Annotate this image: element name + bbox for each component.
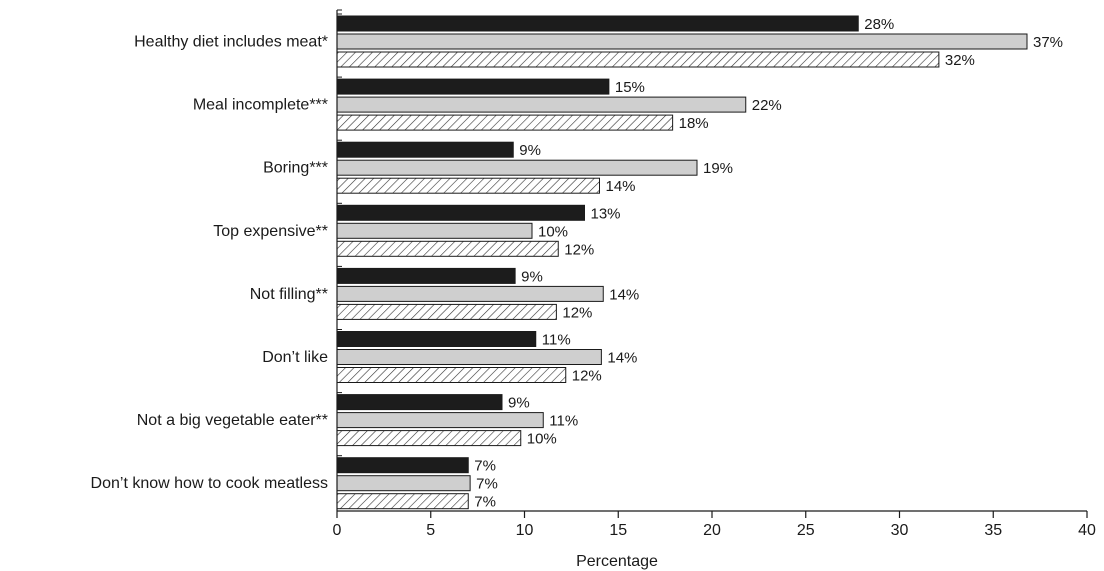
- data-label-3-7: 10%: [527, 431, 557, 448]
- data-label-3-8: 7%: [474, 494, 496, 511]
- bar-3-3: [336, 177, 600, 194]
- bar-1-7: [336, 394, 503, 411]
- bar-2-4: [336, 222, 533, 239]
- bar-3-1: [336, 51, 940, 68]
- x-tick-label-4: 15: [609, 522, 627, 539]
- data-label-2-2: 22%: [752, 97, 782, 114]
- data-label-1-2: 15%: [615, 79, 645, 96]
- category-label-1: Healthy diet includes meat*: [134, 34, 328, 51]
- data-label-1-7: 9%: [508, 395, 530, 412]
- data-label-2-4: 10%: [538, 223, 568, 240]
- category-label-7: Not a big vegetable eater**: [137, 412, 328, 429]
- data-label-1-3: 9%: [519, 142, 541, 159]
- data-label-3-1: 32%: [945, 52, 975, 69]
- bar-2-5: [336, 285, 604, 302]
- bar-3-2: [336, 114, 674, 131]
- category-label-6: Don’t like: [262, 349, 328, 366]
- bar-3-6: [336, 367, 567, 383]
- data-label-1-5: 9%: [521, 268, 543, 285]
- data-label-3-4: 12%: [564, 241, 594, 258]
- bar-2-7: [336, 412, 544, 429]
- data-label-2-3: 19%: [703, 160, 733, 177]
- data-label-2-1: 37%: [1033, 34, 1063, 51]
- bar-1-5: [336, 267, 516, 284]
- data-label-3-2: 18%: [679, 115, 709, 132]
- bar-2-1: [336, 33, 1028, 50]
- data-label-2-5: 14%: [609, 286, 639, 303]
- bar-3-7: [336, 430, 522, 447]
- category-label-8: Don’t know how to cook meatless: [91, 475, 328, 492]
- bar-2-3: [336, 159, 698, 176]
- bar-2-2: [336, 96, 747, 113]
- bar-1-8: [336, 457, 469, 474]
- data-label-2-6: 14%: [607, 350, 637, 367]
- data-label-2-7: 11%: [549, 413, 578, 430]
- x-tick-label-7: 30: [891, 522, 909, 539]
- bar-1-3: [336, 141, 514, 158]
- x-tick-label-1: 0: [333, 522, 342, 539]
- category-label-3: Boring***: [263, 160, 328, 177]
- data-label-1-4: 13%: [591, 205, 621, 222]
- bar-3-8: [336, 493, 469, 510]
- category-label-2: Meal incomplete***: [193, 97, 328, 114]
- x-tick-label-5: 20: [703, 522, 721, 539]
- x-tick-label-9: 40: [1078, 522, 1096, 539]
- bar-3-5: [336, 303, 557, 320]
- data-label-1-8: 7%: [474, 458, 496, 475]
- data-label-2-8: 7%: [476, 476, 498, 493]
- category-label-5: Not filling**: [250, 286, 328, 303]
- category-label-4: Top expensive**: [213, 223, 328, 240]
- data-label-1-1: 28%: [864, 16, 894, 33]
- data-label-3-3: 14%: [606, 178, 636, 195]
- x-tick-label-2: 5: [426, 522, 435, 539]
- x-tick-label-8: 35: [984, 522, 1002, 539]
- data-label-3-6: 12%: [572, 368, 602, 385]
- data-label-1-6: 11%: [542, 332, 571, 349]
- bar-1-4: [336, 204, 585, 221]
- x-tick-label-3: 10: [516, 522, 534, 539]
- bar-2-6: [336, 349, 602, 365]
- bar-2-8: [336, 475, 471, 492]
- plot-area: 28% 37% 32% Healthy diet includes meat* 15% 2…: [91, 9, 1096, 539]
- x-tick-label-6: 25: [797, 522, 815, 539]
- bar-1-2: [336, 78, 610, 95]
- x-axis-title: Percentage: [576, 553, 658, 570]
- bar-1-1: [336, 15, 859, 32]
- bar-1-6: [336, 331, 537, 347]
- bar-3-4: [336, 240, 559, 257]
- data-label-3-5: 12%: [562, 304, 592, 321]
